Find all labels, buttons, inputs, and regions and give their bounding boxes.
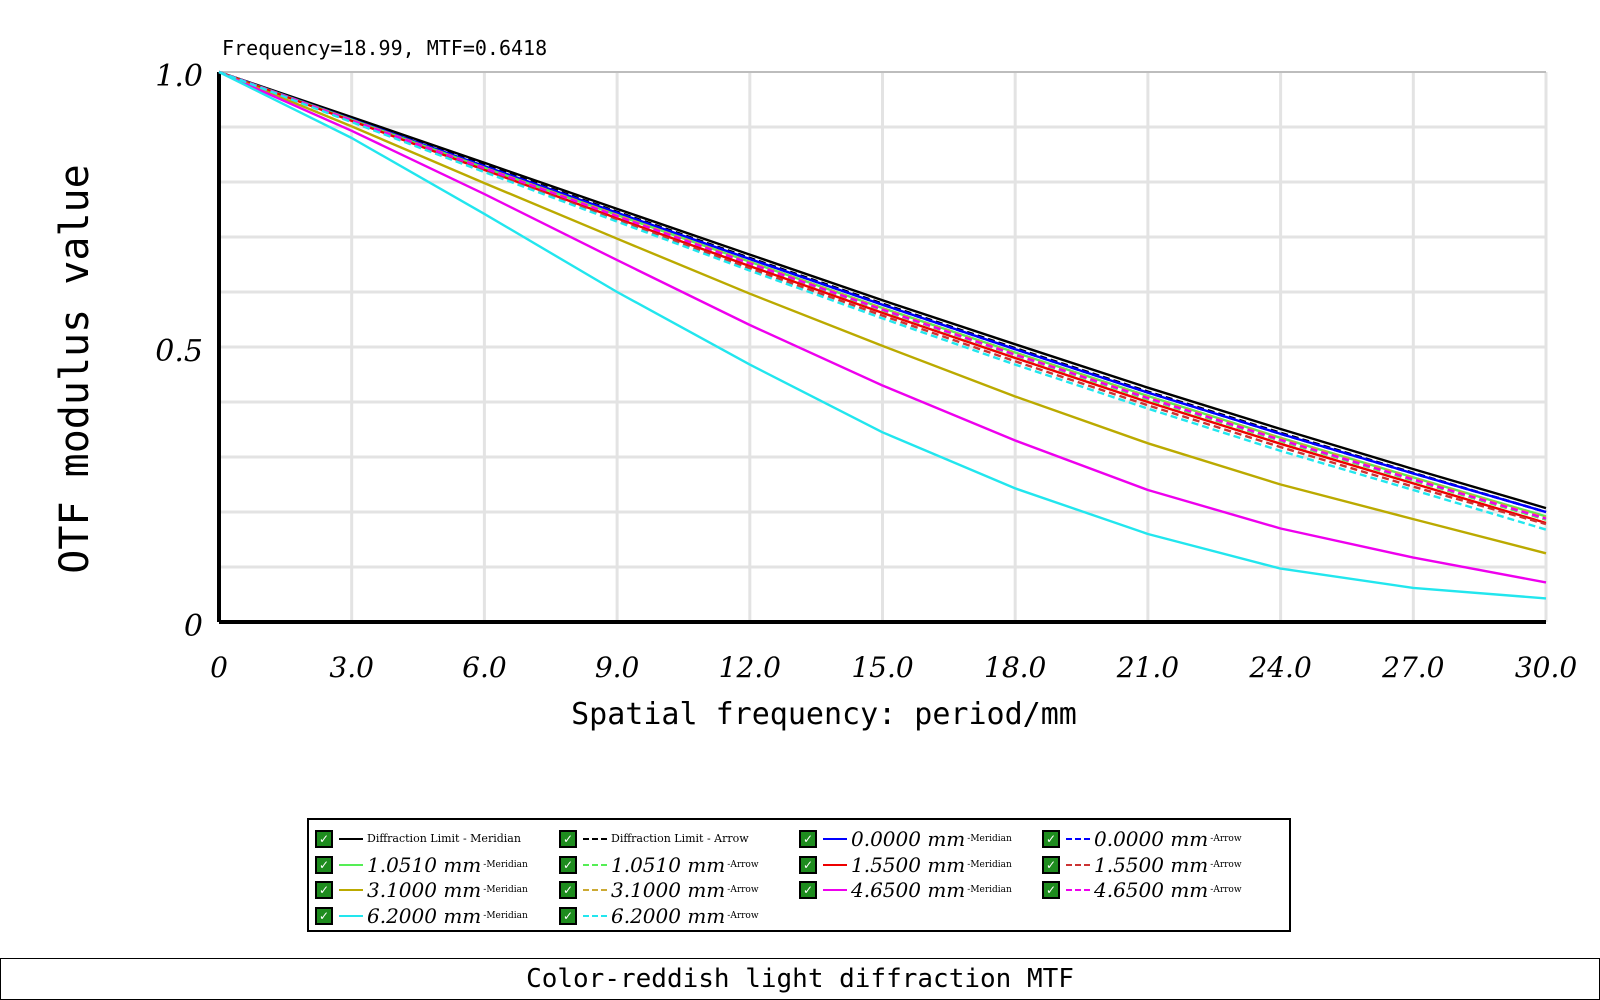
legend-checkbox[interactable]: ✓ bbox=[1042, 880, 1060, 899]
legend-item[interactable]: ✓ 1.5500 mm -Arrow bbox=[1042, 852, 1242, 877]
legend-label: 3.1000 mm bbox=[611, 877, 726, 902]
chart-caption: Color-reddish light diffraction MTF bbox=[526, 964, 1074, 994]
legend-label: Diffraction Limit - Arrow bbox=[611, 832, 749, 845]
x-tick-label: 24.0 bbox=[1248, 651, 1311, 684]
legend-swatch bbox=[583, 888, 607, 891]
x-tick-label: 18.0 bbox=[984, 651, 1046, 684]
caption-bar: Color-reddish light diffraction MTF bbox=[0, 958, 1600, 1000]
cursor-readout: Frequency=18.99, MTF=0.6418 bbox=[222, 36, 548, 60]
series-line-11 bbox=[218, 70, 1547, 520]
legend-label: Diffraction Limit - Meridian bbox=[367, 832, 521, 845]
legend-swatch bbox=[1066, 888, 1090, 891]
x-tick-label: 12.0 bbox=[719, 651, 781, 684]
legend-item[interactable]: ✓ 4.6500 mm -Meridian bbox=[799, 877, 1012, 902]
legend-label: 1.5500 mm bbox=[1094, 852, 1209, 877]
legend-item[interactable]: ✓ 3.1000 mm -Arrow bbox=[559, 877, 759, 902]
legend-swatch bbox=[1066, 837, 1090, 840]
legend-suffix: -Arrow bbox=[1210, 884, 1242, 895]
legend-label: 1.0510 mm bbox=[611, 852, 726, 877]
legend-suffix: -Arrow bbox=[727, 884, 759, 895]
legend-suffix: -Meridian bbox=[967, 833, 1012, 844]
legend-checkbox[interactable]: ✓ bbox=[799, 880, 817, 899]
legend-checkbox[interactable]: ✓ bbox=[315, 829, 333, 848]
x-tick-label: 9.0 bbox=[595, 651, 640, 684]
legend-swatch bbox=[339, 837, 363, 840]
legend-swatch bbox=[823, 863, 847, 866]
legend-label: 4.6500 mm bbox=[1094, 877, 1209, 902]
legend-item[interactable]: ✓ Diffraction Limit - Arrow bbox=[559, 826, 749, 851]
legend-checkbox[interactable]: ✓ bbox=[315, 906, 333, 925]
y-tick-label: 1.0 bbox=[155, 59, 203, 94]
legend-checkbox[interactable]: ✓ bbox=[315, 880, 333, 899]
x-axis-label: Spatial frequency: period/mm bbox=[571, 697, 1077, 732]
series-line-8 bbox=[218, 70, 1547, 555]
legend-item[interactable]: ✓ 3.1000 mm -Meridian bbox=[315, 877, 528, 902]
legend-checkbox[interactable]: ✓ bbox=[799, 829, 817, 848]
x-tick-label: 27.0 bbox=[1381, 651, 1444, 684]
legend-swatch bbox=[339, 863, 363, 866]
legend-item[interactable]: ✓ 6.2000 mm -Arrow bbox=[559, 903, 759, 928]
legend-item[interactable]: ✓ 1.5500 mm -Meridian bbox=[799, 852, 1012, 877]
legend-label: 0.0000 mm bbox=[851, 826, 966, 851]
legend-item[interactable]: ✓ Diffraction Limit - Meridian bbox=[315, 826, 521, 851]
legend-swatch bbox=[583, 863, 607, 866]
legend-suffix: -Arrow bbox=[727, 859, 759, 870]
y-tick-label: 0 bbox=[184, 609, 203, 644]
axes bbox=[217, 72, 1546, 624]
legend-item[interactable]: ✓ 1.0510 mm -Arrow bbox=[559, 852, 759, 877]
x-tick-label: 30.0 bbox=[1515, 651, 1577, 684]
x-tick-label: 3.0 bbox=[329, 651, 374, 684]
legend-label: 1.0510 mm bbox=[367, 852, 482, 877]
legend-swatch bbox=[823, 888, 847, 891]
x-tick-label: 15.0 bbox=[851, 651, 913, 684]
legend-suffix: -Arrow bbox=[1210, 833, 1242, 844]
legend-label: 0.0000 mm bbox=[1094, 826, 1209, 851]
legend-swatch bbox=[823, 837, 847, 840]
legend-suffix: -Meridian bbox=[967, 859, 1012, 870]
x-tick-label: 21.0 bbox=[1116, 651, 1179, 684]
legend-checkbox[interactable]: ✓ bbox=[1042, 829, 1060, 848]
legend-checkbox[interactable]: ✓ bbox=[1042, 855, 1060, 874]
legend-suffix: -Arrow bbox=[727, 910, 759, 921]
mtf-chart: 0 3.0 6.0 9.0 12.0 15.0 18.0 21.0 24.0 27.0 30.0 0 0… bbox=[52, 59, 1577, 732]
legend-checkbox[interactable]: ✓ bbox=[559, 855, 577, 874]
legend-item[interactable]: ✓ 0.0000 mm -Meridian bbox=[799, 826, 1012, 851]
series-line-12 bbox=[218, 70, 1547, 600]
legend-checkbox[interactable]: ✓ bbox=[559, 829, 577, 848]
legend-swatch bbox=[339, 914, 363, 917]
chart-legend: ✓ Diffraction Limit - Meridian ✓ Diffractio… bbox=[307, 818, 1291, 932]
legend-label: 6.2000 mm bbox=[367, 903, 482, 928]
legend-suffix: -Meridian bbox=[967, 884, 1012, 895]
legend-label: 3.1000 mm bbox=[367, 877, 482, 902]
x-tick-label: 6.0 bbox=[462, 651, 507, 684]
legend-swatch bbox=[583, 914, 607, 917]
series-line-0 bbox=[218, 70, 1547, 510]
legend-checkbox[interactable]: ✓ bbox=[559, 880, 577, 899]
legend-suffix: -Meridian bbox=[483, 859, 528, 870]
legend-label: 6.2000 mm bbox=[611, 903, 726, 928]
series-lines bbox=[218, 70, 1547, 600]
legend-item[interactable]: ✓ 0.0000 mm -Arrow bbox=[1042, 826, 1242, 851]
legend-item[interactable]: ✓ 1.0510 mm -Meridian bbox=[315, 852, 528, 877]
y-axis-label: OTF modulus value bbox=[52, 164, 98, 573]
legend-checkbox[interactable]: ✓ bbox=[315, 855, 333, 874]
series-line-10 bbox=[218, 70, 1547, 584]
tick-labels: 0 3.0 6.0 9.0 12.0 15.0 18.0 21.0 24.0 27.0 30.0 0 0… bbox=[155, 59, 1577, 684]
legend-label: 1.5500 mm bbox=[851, 852, 966, 877]
legend-checkbox[interactable]: ✓ bbox=[799, 855, 817, 874]
legend-swatch bbox=[339, 888, 363, 891]
legend-swatch bbox=[583, 837, 607, 840]
legend-suffix: -Meridian bbox=[483, 884, 528, 895]
legend-item[interactable]: ✓ 6.2000 mm -Meridian bbox=[315, 903, 528, 928]
legend-label: 4.6500 mm bbox=[851, 877, 966, 902]
legend-item[interactable]: ✓ 4.6500 mm -Arrow bbox=[1042, 877, 1242, 902]
legend-swatch bbox=[1066, 863, 1090, 866]
legend-suffix: -Meridian bbox=[483, 910, 528, 921]
legend-checkbox[interactable]: ✓ bbox=[559, 906, 577, 925]
x-tick-label: 0 bbox=[210, 651, 228, 684]
y-tick-label: 0.5 bbox=[155, 334, 203, 369]
legend-suffix: -Arrow bbox=[1210, 859, 1242, 870]
series-line-13 bbox=[218, 70, 1547, 531]
